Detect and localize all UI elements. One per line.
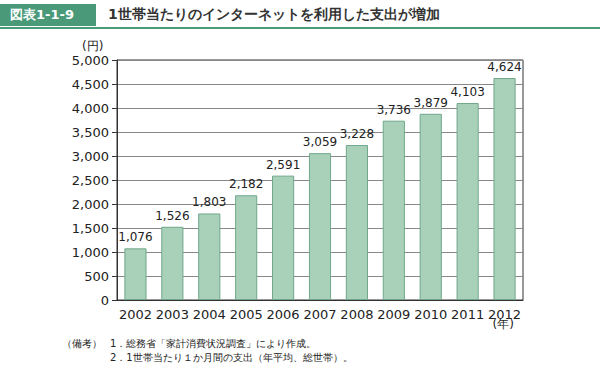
svg-text:2002: 2002 [119,307,152,322]
svg-text:500: 500 [84,269,109,284]
svg-text:3,500: 3,500 [72,125,109,140]
svg-text:4,000: 4,000 [72,101,109,116]
svg-text:3,059: 3,059 [303,135,337,149]
svg-text:1,000: 1,000 [72,245,109,260]
svg-text:1,526: 1,526 [155,209,189,223]
svg-text:2,591: 2,591 [266,158,300,172]
svg-text:2011: 2011 [451,307,484,322]
svg-text:1,500: 1,500 [72,221,109,236]
svg-text:1．総務省「家計消費状況調査」により作成。: 1．総務省「家計消費状況調査」により作成。 [110,338,316,349]
svg-text:(年): (年) [492,317,514,331]
svg-text:4,103: 4,103 [450,85,484,99]
svg-text:(円): (円) [82,39,103,53]
svg-text:3,879: 3,879 [414,96,448,110]
svg-text:2009: 2009 [377,307,410,322]
svg-text:2007: 2007 [303,307,336,322]
svg-text:3,000: 3,000 [72,149,109,164]
svg-text:2006: 2006 [267,307,300,322]
svg-text:2008: 2008 [340,307,373,322]
svg-text:2010: 2010 [414,307,447,322]
svg-text:2005: 2005 [230,307,263,322]
svg-text:2,000: 2,000 [72,197,109,212]
svg-text:3,736: 3,736 [377,103,411,117]
svg-text:2012: 2012 [488,307,521,322]
svg-text:4,624: 4,624 [487,60,521,74]
svg-text:2．1世帯当たり１か月間の支出（年平均、総世帯）。: 2．1世帯当たり１か月間の支出（年平均、総世帯）。 [110,352,353,363]
svg-text:4,500: 4,500 [72,77,109,92]
svg-text:3,228: 3,228 [340,127,374,141]
svg-text:5,000: 5,000 [72,53,109,68]
svg-text:図表1-1-9: 図表1-1-9 [10,7,74,22]
svg-text:（備考）: （備考） [62,338,102,349]
svg-text:1世帯当たりのインターネットを利用した支出が増加: 1世帯当たりのインターネットを利用した支出が増加 [108,6,440,22]
svg-text:0: 0 [101,293,109,308]
svg-text:1,803: 1,803 [192,195,226,209]
svg-text:2,500: 2,500 [72,173,109,188]
svg-text:2,182: 2,182 [229,177,263,191]
svg-text:2003: 2003 [156,307,189,322]
svg-text:1,076: 1,076 [118,230,152,244]
svg-text:2004: 2004 [193,307,226,322]
